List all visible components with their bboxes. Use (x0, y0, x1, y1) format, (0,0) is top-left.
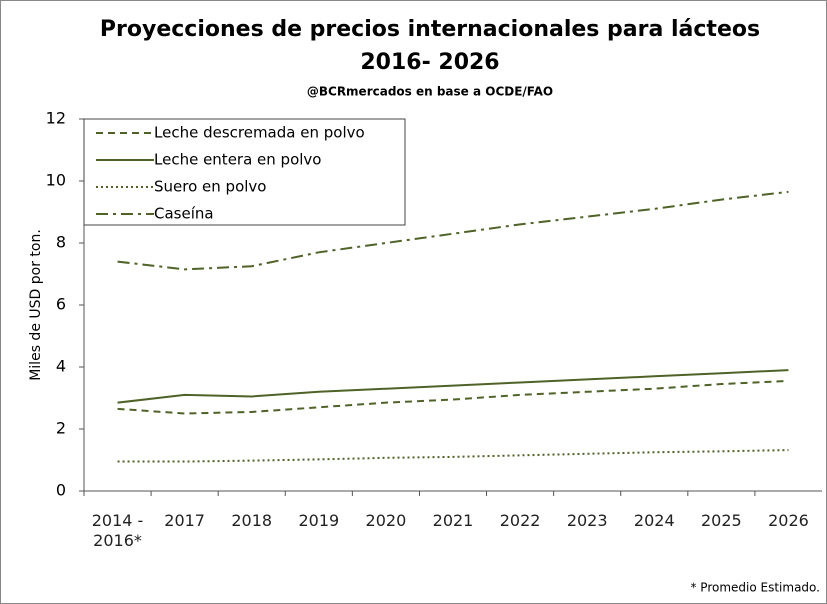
y-tick-label: 6 (56, 295, 66, 314)
x-tick-label: 2021 (432, 511, 474, 530)
x-tick-label: 2018 (231, 511, 273, 530)
y-tick-label: 4 (56, 357, 66, 376)
line (117, 379, 789, 415)
x-tick-label: 2014 - 2016* (91, 511, 144, 550)
x-tick-label: 2020 (365, 511, 407, 530)
chart-title: Proyecciones de precios internacionales … (100, 17, 760, 42)
chart-subtitle: @BCRmercados en base a OCDE/FAO (307, 85, 553, 99)
chart-title: 2016- 2026 (360, 50, 499, 75)
y-tick-label: 12 (46, 109, 66, 128)
legend-label: Leche entera en polvo (154, 151, 321, 169)
line (117, 449, 789, 463)
x-tick-label: 2026 (768, 511, 809, 530)
legend-label: Leche descremada en polvo (154, 124, 365, 142)
line (117, 369, 789, 404)
y-tick-label: 8 (56, 233, 66, 252)
legend-box (83, 118, 406, 226)
legend-label: Suero en polvo (154, 178, 266, 196)
x-tick-label: 2025 (701, 511, 742, 530)
y-tick-label: 10 (46, 171, 66, 190)
legend-label: Caseína (154, 205, 214, 223)
y-tick-label: 2 (56, 419, 66, 438)
x-tick-label: 2024 (633, 511, 675, 530)
x-tick-label: 2023 (566, 511, 608, 530)
x-tick-label: 2022 (499, 511, 541, 530)
footnote: * Promedio Estimado. (690, 581, 820, 595)
x-tick-label: 2019 (298, 511, 340, 530)
y-axis-label: Miles de USD por ton. (28, 229, 44, 381)
y-tick-label: 0 (56, 481, 66, 500)
x-tick-label: 2017 (164, 511, 205, 530)
